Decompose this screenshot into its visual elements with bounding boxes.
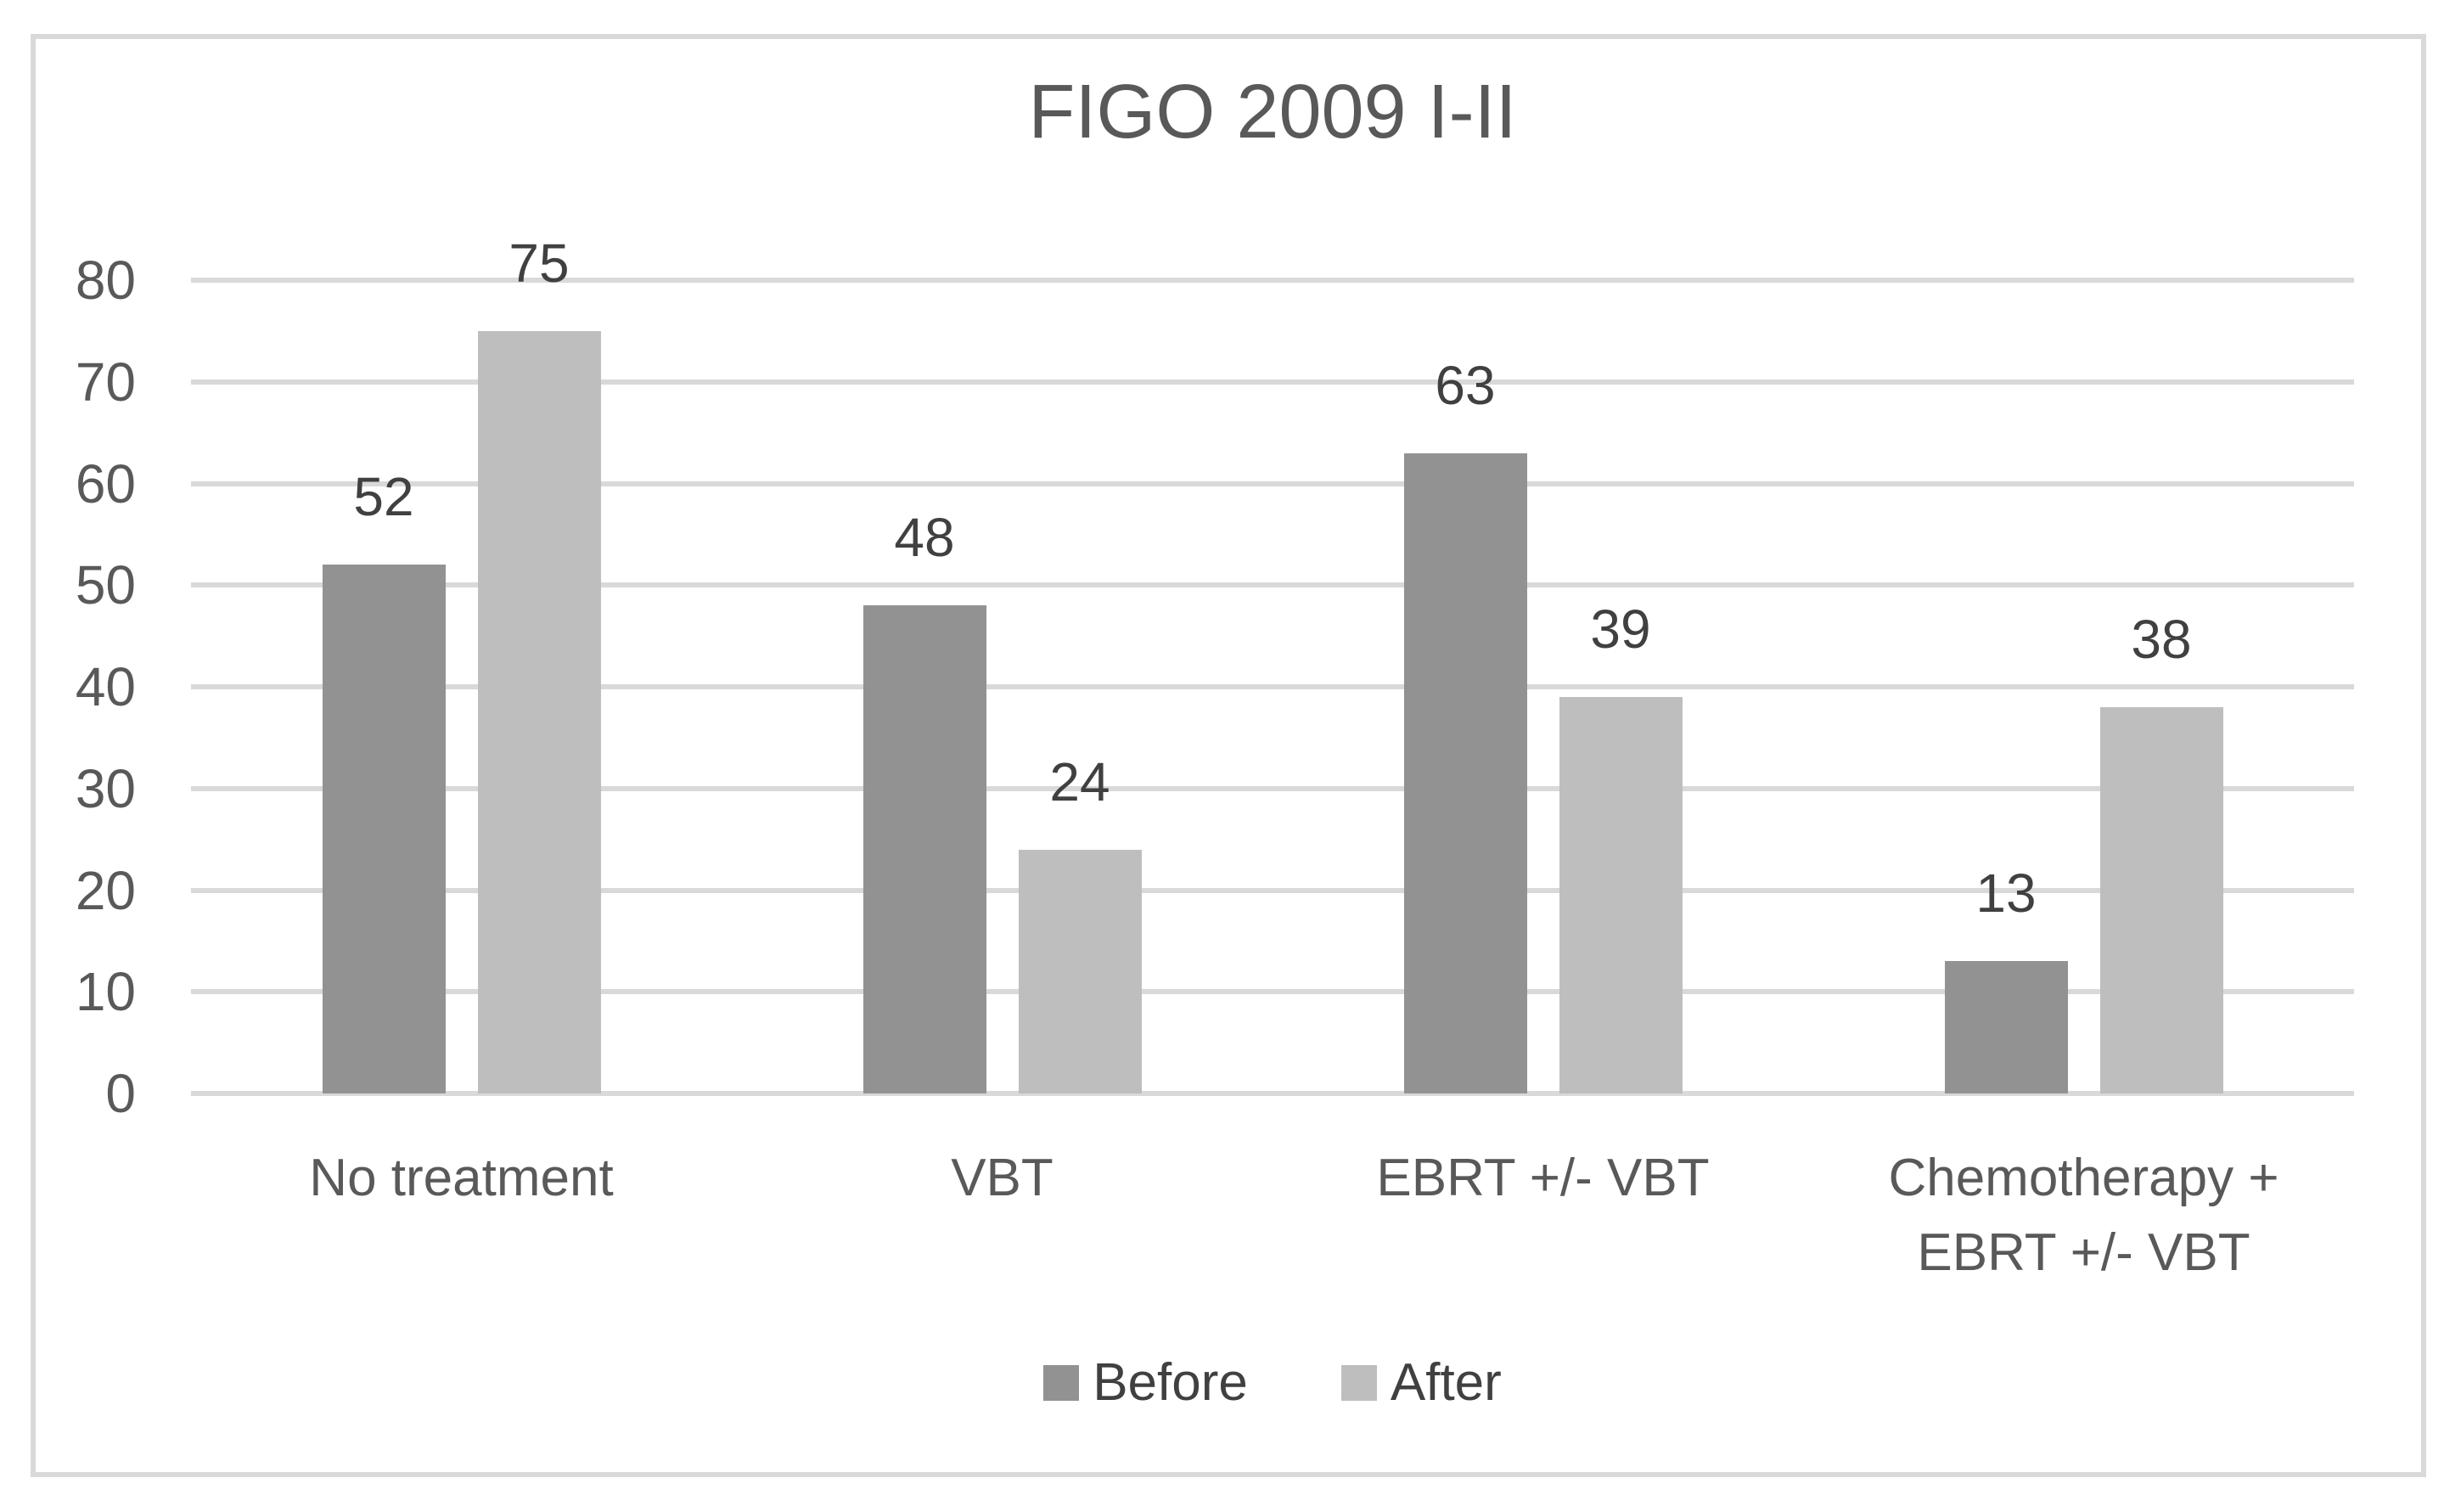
bar-after — [2099, 706, 2223, 1093]
data-label: 63 — [1435, 354, 1496, 416]
bar-before — [1403, 452, 1527, 1093]
y-axis-tick-label: 30 — [75, 757, 136, 819]
bar-after — [477, 330, 601, 1093]
bar-after — [1559, 696, 1683, 1093]
category-label: No treatment — [309, 1149, 614, 1207]
y-axis-tick-label: 40 — [75, 656, 136, 717]
data-label: 52 — [353, 466, 414, 528]
category-label: VBT — [951, 1149, 1054, 1207]
legend-label: Before — [1093, 1353, 1248, 1412]
legend-label: After — [1390, 1353, 1502, 1412]
category-label: EBRT +/- VBT — [1376, 1149, 1710, 1207]
data-label: 48 — [894, 507, 955, 569]
chart-title: FIGO 2009 I-II — [1028, 70, 1517, 155]
y-axis-tick-label: 20 — [75, 859, 136, 921]
gridline — [191, 379, 2354, 385]
y-axis-tick-label: 0 — [105, 1063, 136, 1124]
gridline — [191, 481, 2354, 486]
data-label: 75 — [508, 232, 570, 294]
gridline — [191, 582, 2354, 588]
y-axis-tick-label: 10 — [75, 961, 136, 1023]
gridline — [191, 989, 2354, 995]
legend: Before After — [191, 1355, 2354, 1411]
legend-item-after: After — [1340, 1353, 1502, 1412]
data-label: 13 — [1975, 863, 2037, 925]
data-label: 24 — [1049, 750, 1110, 812]
gridline — [191, 278, 2354, 283]
gridline — [191, 1091, 2354, 1096]
legend-marker-before — [1043, 1365, 1080, 1401]
y-axis-tick-label: 70 — [75, 351, 136, 413]
legend-item-before: Before — [1043, 1355, 1248, 1411]
gridline — [191, 887, 2354, 893]
bar-before — [862, 605, 986, 1093]
data-label: 39 — [1590, 598, 1651, 660]
category-label: Chemotherapy + EBRT +/- VBT — [1888, 1149, 2279, 1282]
bar-before — [1944, 961, 2068, 1093]
gridline — [191, 785, 2354, 791]
y-axis-tick-label: 60 — [75, 452, 136, 514]
gridline — [191, 684, 2354, 689]
legend-marker-after — [1340, 1365, 1377, 1401]
y-axis-tick-label: 80 — [75, 250, 136, 311]
data-label: 38 — [2131, 608, 2192, 670]
y-axis-tick-label: 50 — [75, 554, 136, 616]
bar-before — [322, 565, 446, 1093]
bar-after — [1018, 849, 1142, 1093]
